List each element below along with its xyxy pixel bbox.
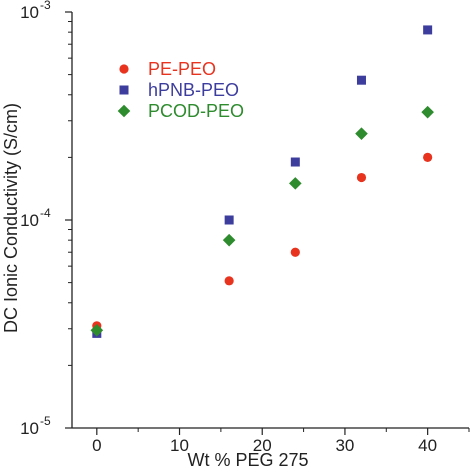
legend-label-pcod-peo: PCOD-PEO [148, 101, 244, 121]
hpnb-peo-point [356, 75, 366, 85]
pcod-peo-point [90, 323, 104, 337]
pcod-peo-point [421, 105, 434, 119]
x-axis-label: Wt % PEG 275 [187, 450, 308, 470]
x-tick-label: 0 [92, 436, 101, 455]
y-tick-label: 10 [20, 419, 39, 438]
y-tick-exponent: -5 [40, 414, 51, 428]
axes [71, 12, 469, 429]
pcod-peo-point [222, 233, 236, 247]
hpnb-peo-point [224, 215, 234, 225]
legend-marker-hpnb-peo [119, 85, 129, 95]
data-points [90, 25, 434, 338]
y-axis-label: DC Ionic Conductivity (S/cm) [1, 103, 21, 333]
x-tick-label: 30 [335, 436, 354, 455]
legend-marker-pcod-peo [117, 104, 131, 118]
y-tick-label: 10 [20, 3, 39, 22]
pe-peo-point [356, 172, 367, 183]
x-tick-label: 10 [170, 436, 189, 455]
x-tick-label: 40 [418, 436, 437, 455]
pcod-peo-point [289, 177, 302, 190]
legend-label-hpnb-peo: hPNB-PEO [148, 80, 239, 100]
pe-peo-point [423, 152, 433, 162]
legend-marker-pe-peo [119, 64, 129, 74]
x-tick-label: 20 [253, 436, 272, 455]
pe-peo-point [224, 276, 234, 286]
y-tick-exponent: -4 [40, 206, 51, 220]
y-tick-exponent: -3 [40, 0, 51, 12]
pcod-peo-point [355, 127, 368, 140]
pe-peo-point [290, 247, 300, 257]
hpnb-peo-point [290, 157, 300, 167]
legend-label-pe-peo: PE-PEO [148, 59, 216, 79]
hpnb-peo-point [423, 25, 433, 35]
y-tick-label: 10 [20, 211, 39, 230]
